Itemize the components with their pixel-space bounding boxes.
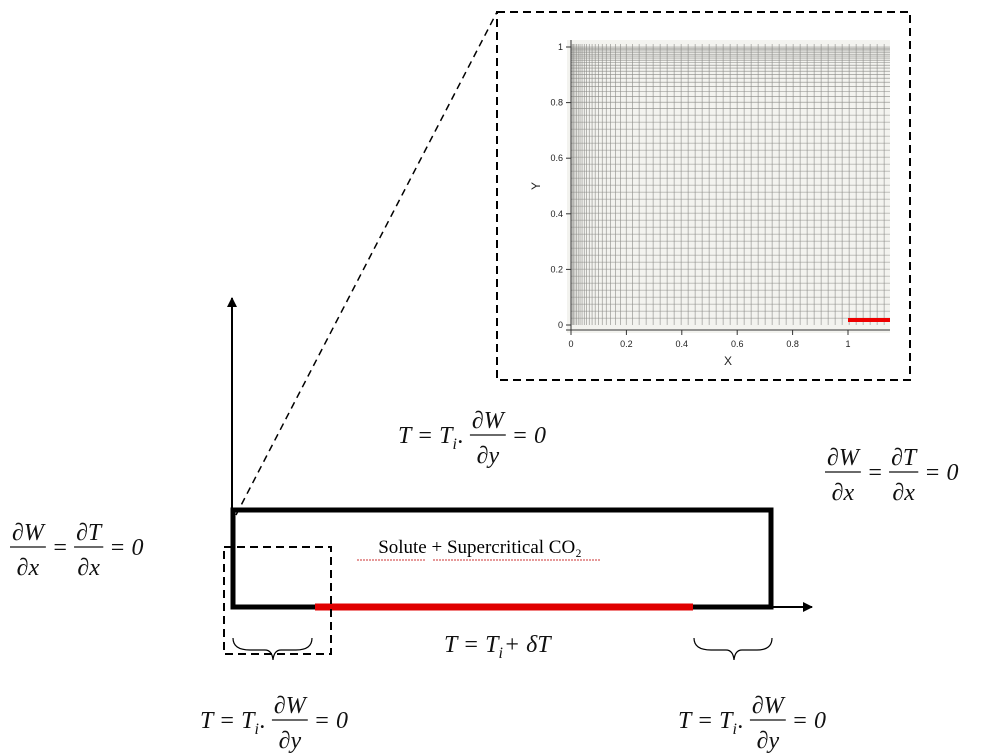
math-text: T = (200, 708, 235, 734)
numerator: ∂W (274, 693, 308, 719)
math-text: = 0 (109, 535, 143, 561)
x-tick-label: 0.8 (786, 339, 799, 349)
math-text: T = (444, 632, 479, 658)
math-sub: i (452, 436, 456, 453)
math-text: T = (678, 708, 713, 734)
denominator: ∂x (832, 480, 855, 506)
numerator: ∂W (12, 520, 46, 546)
math-text: = 0 (792, 708, 826, 734)
numerator: ∂W (472, 408, 506, 434)
denominator: ∂x (77, 555, 100, 581)
x-tick-label: 0.2 (620, 339, 633, 349)
domain-label: Solute + Supercritical CO₂ (378, 537, 582, 558)
domain (230, 507, 774, 610)
zoom-line (235, 11, 498, 516)
denominator: ∂y (279, 728, 302, 754)
brace (232, 637, 313, 661)
y-tick-label: 0.6 (550, 153, 563, 163)
math-text: T (719, 708, 734, 734)
math-text: T = (398, 423, 433, 449)
math-text: = (867, 460, 883, 486)
inset-y-label: Y (529, 182, 543, 190)
y-tick-label: 1 (558, 42, 563, 52)
y-tick-label: 0.2 (550, 264, 563, 274)
numerator: ∂T (76, 520, 103, 546)
math-text: . (458, 423, 464, 449)
numerator: ∂W (752, 693, 786, 719)
math-text: = 0 (512, 423, 546, 449)
x-tick-label: 0.4 (676, 339, 689, 349)
math-text: T (241, 708, 256, 734)
denominator: ∂x (892, 480, 915, 506)
y-tick-label: 0 (558, 320, 563, 330)
brace (693, 637, 773, 661)
numerator: ∂W (827, 445, 861, 471)
math-sub: i (254, 721, 258, 738)
math-text: T (485, 632, 500, 658)
math-text: T (439, 423, 454, 449)
math-sub: i (498, 645, 502, 662)
y-tick-label: 0.8 (550, 98, 563, 108)
numerator: ∂T (891, 445, 918, 471)
mesh (571, 44, 890, 325)
math-sub: i (732, 721, 736, 738)
denominator: ∂x (17, 555, 40, 581)
x-tick-label: 0 (568, 339, 573, 349)
math-text: = 0 (924, 460, 958, 486)
inset-frame (496, 11, 911, 381)
math-text: . (260, 708, 266, 734)
x-tick-label: 1 (845, 339, 850, 349)
math-text: = (52, 535, 68, 561)
y-tick-label: 0.4 (550, 209, 563, 219)
denominator: ∂y (477, 443, 500, 469)
zoom-box (223, 546, 332, 655)
x-tick-label: 0.6 (731, 339, 744, 349)
math-text: = 0 (314, 708, 348, 734)
math-text: . (738, 708, 744, 734)
inset-x-label: X (724, 354, 732, 368)
denominator: ∂y (757, 728, 780, 754)
math-text: + δT (504, 632, 552, 658)
